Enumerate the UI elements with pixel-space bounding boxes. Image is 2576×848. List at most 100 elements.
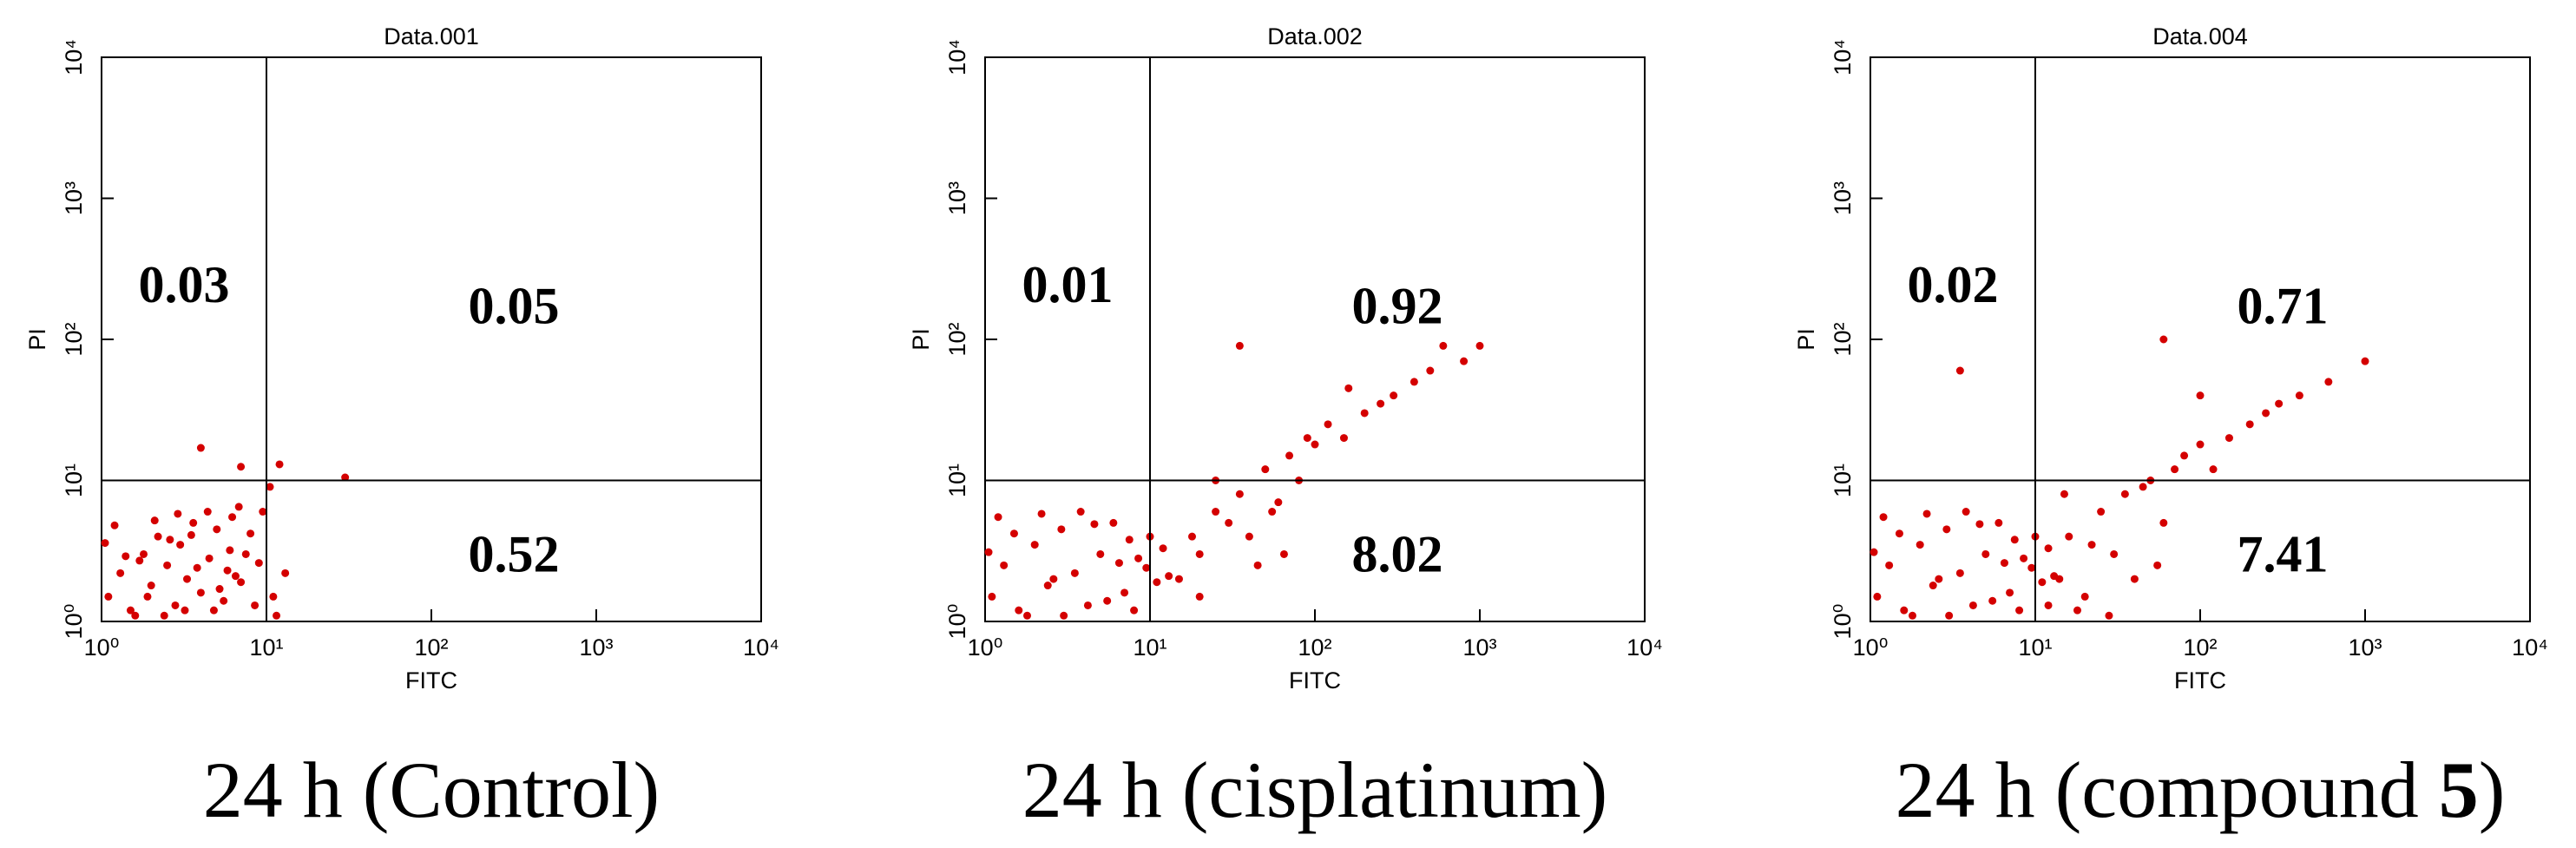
event-point <box>1311 440 1319 449</box>
event-point <box>116 569 125 577</box>
event-point <box>988 592 996 601</box>
event-point <box>1235 341 1244 350</box>
event-point <box>223 566 232 575</box>
event-point <box>209 606 218 615</box>
event-point <box>1125 536 1134 544</box>
event-point <box>174 509 182 518</box>
event-point <box>1174 575 1183 583</box>
event-point <box>2055 575 2064 583</box>
event-point <box>228 513 237 522</box>
event-point <box>1945 611 1954 620</box>
event-point <box>171 601 180 609</box>
y-tick-label: 10⁴ <box>1830 39 1856 76</box>
event-point <box>269 592 278 601</box>
x-tick-label: 10⁰ <box>84 634 120 661</box>
event-point <box>1885 561 1894 569</box>
event-point <box>1120 588 1129 597</box>
event-point <box>1159 544 1167 553</box>
event-point <box>1410 378 1418 386</box>
event-point <box>1460 357 1469 365</box>
event-point <box>2006 588 2014 597</box>
event-point <box>1360 409 1369 417</box>
caption-part: 24 h (compound <box>1896 746 2439 834</box>
x-tick-label: 10² <box>2183 634 2217 661</box>
event-point <box>2159 335 2168 344</box>
event-point <box>984 548 993 556</box>
panel: Data.002 10⁰ 10¹ 10² 10³ 10⁴ 10⁰ 10¹ 10² 10³ 10⁴ FI… <box>908 23 1663 834</box>
y-axis-label: PI <box>1793 328 1819 351</box>
event-point <box>259 508 267 516</box>
event-point <box>2044 544 2053 553</box>
x-tick-label: 10⁴ <box>2512 634 2548 661</box>
event-point <box>2171 465 2179 474</box>
panel: Data.004 10⁰ 10¹ 10² 10³ 10⁴ 10⁰ 10¹ 10² 10³ 10⁴ FI… <box>1793 23 2548 834</box>
event-point <box>1023 611 1032 620</box>
caption-part: 24 h (Control) <box>203 746 660 834</box>
event-point <box>2060 490 2068 498</box>
event-point <box>181 606 189 615</box>
event-point <box>126 606 135 615</box>
panel: Data.001 10⁰ 10¹ 10² 10³ 10⁴ 10⁰ 10¹ 10² 10³ 10⁴ FI… <box>24 23 779 834</box>
y-tick-label: 10¹ <box>61 463 87 497</box>
event-point <box>2020 554 2028 562</box>
event-point <box>1377 399 1385 408</box>
event-point <box>1439 341 1448 350</box>
event-point <box>220 596 228 605</box>
event-point <box>154 532 162 541</box>
event-point <box>2324 378 2333 386</box>
event-point <box>1339 434 1348 443</box>
caption-part: ) <box>2479 746 2506 834</box>
event-point <box>1390 391 1398 400</box>
event-point <box>2245 420 2254 429</box>
x-axis-label: FITC <box>1289 667 1341 694</box>
y-tick-label: 10² <box>1830 322 1856 356</box>
quadrant-percentage: 0.01 <box>1022 256 1114 313</box>
event-point <box>1188 532 1197 541</box>
quadrant-percentage: 7.41 <box>2238 526 2329 583</box>
x-tick-label: 10¹ <box>2018 634 2052 661</box>
event-point <box>2027 563 2036 572</box>
event-point <box>237 463 246 471</box>
event-point <box>1426 366 1435 375</box>
event-point <box>2080 592 2089 601</box>
event-point <box>2196 440 2205 449</box>
y-tick-label: 10¹ <box>944 463 970 497</box>
x-tick-label: 10³ <box>579 634 613 661</box>
event-point <box>1962 508 1970 516</box>
event-point <box>2159 518 2168 527</box>
event-point <box>234 503 243 511</box>
event-point <box>2010 536 2019 544</box>
event-point <box>176 541 185 549</box>
event-point <box>1142 563 1151 572</box>
y-tick-label: 10² <box>944 322 970 356</box>
quadrant-percentage: 0.02 <box>1908 256 1999 313</box>
event-point <box>196 444 205 452</box>
event-point <box>183 575 192 583</box>
event-point <box>254 559 263 568</box>
event-point <box>2097 508 2106 516</box>
event-point <box>1870 548 1878 556</box>
event-point <box>1895 529 1903 538</box>
event-point <box>147 582 155 590</box>
x-tick-label: 10⁰ <box>1853 634 1889 661</box>
x-tick-label: 10⁴ <box>1626 634 1663 661</box>
event-point <box>1268 508 1277 516</box>
event-point <box>275 460 284 469</box>
y-tick-label: 10³ <box>1830 181 1856 215</box>
y-axis-label: PI <box>908 328 934 351</box>
event-point <box>1212 508 1220 516</box>
event-point <box>166 536 174 544</box>
event-point <box>2295 391 2303 400</box>
event-point <box>1195 549 1204 558</box>
event-point <box>2275 399 2284 408</box>
event-point <box>1153 578 1161 587</box>
event-point <box>150 516 159 525</box>
event-point <box>1879 513 1888 522</box>
panel-caption: 24 h (cisplatinum) <box>1022 746 1608 834</box>
event-point <box>2262 409 2270 417</box>
panel-caption: 24 h (Control) <box>203 746 660 834</box>
event-point <box>1070 569 1079 577</box>
event-point <box>122 552 130 561</box>
